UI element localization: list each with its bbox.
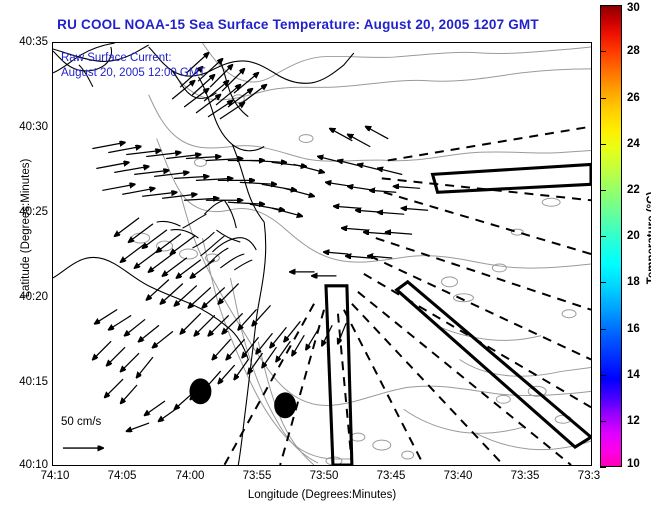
x-tick-label: 74:00 [175, 470, 205, 482]
x-tick-label: 73:3 [577, 470, 601, 482]
x-tick-label: 73:50 [309, 470, 339, 482]
colorbar-tick-label: 18 [627, 276, 640, 288]
colorbar-tick-label: 26 [627, 92, 640, 104]
x-tick-label: 73:55 [242, 470, 272, 482]
colorbar-tick-label: 12 [627, 415, 640, 427]
current-annotation: Raw Surface Current: August 20, 2005 12:… [61, 51, 205, 81]
colorbar-tick-label: 30 [627, 2, 640, 14]
colorbar-tick-label: 16 [627, 323, 640, 335]
radar-beam-dashed-rays [223, 125, 591, 465]
map-canvas [53, 43, 591, 465]
y-tick-label: 40:10 [19, 459, 48, 471]
y-tick-label: 40:25 [19, 206, 48, 218]
colorbar-tick-label: 24 [627, 138, 640, 150]
radar-beam-patterns [324, 162, 591, 465]
radar-station-marker [189, 378, 212, 405]
colorbar-label: Temperature (°C) [646, 191, 651, 285]
x-tick-label: 73:35 [510, 470, 540, 482]
current-annotation-line2: August 20, 2005 12:00 GMT [61, 67, 206, 79]
scale-bar: 50 cm/s [61, 416, 101, 428]
y-tick-label: 40:30 [19, 121, 48, 133]
y-tick-label: 40:15 [19, 376, 48, 388]
x-tick-label: 73:45 [376, 470, 406, 482]
figure-title: RU COOL NOAA-15 Sea Surface Temperature:… [57, 17, 539, 32]
colorbar-tick-label: 22 [627, 184, 640, 196]
colorbar-tick-label: 14 [627, 369, 640, 381]
colorbar-tick-label: 10 [627, 458, 640, 470]
current-annotation-line1: Raw Surface Current: [61, 52, 172, 64]
radar-station-marker [274, 392, 297, 419]
y-axis-ticks: 40:35 40:30 40:25 40:20 40:15 40:10 [0, 0, 48, 518]
x-tick-label: 74:10 [40, 470, 70, 482]
surface-current-vectors [93, 53, 429, 431]
x-axis-label: Longitude (Degrees:Minutes) [247, 489, 397, 501]
y-tick-label: 40:20 [19, 291, 48, 303]
y-axis-label: Latitude (Degrees:Minutes) [20, 158, 32, 298]
colorbar-tick-label: 20 [627, 230, 640, 242]
radar-station-markers [189, 378, 297, 419]
colorbar-tick-label: 28 [627, 45, 640, 57]
map-plot-area: Raw Surface Current: August 20, 2005 12:… [52, 42, 592, 466]
scale-bar-label: 50 cm/s [61, 416, 102, 428]
y-tick-label: 40:35 [19, 36, 48, 48]
x-tick-label: 74:05 [107, 470, 137, 482]
x-tick-label: 73:40 [443, 470, 473, 482]
